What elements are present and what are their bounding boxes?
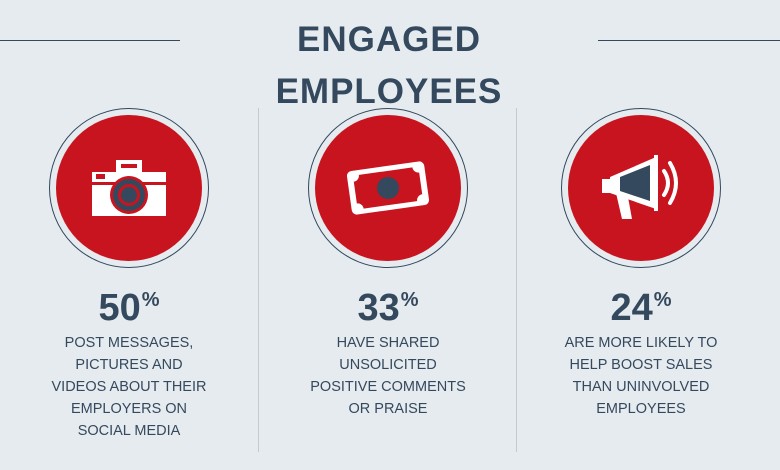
stat-value: 33% [357, 287, 419, 329]
icon-circle [308, 108, 468, 268]
stat-description: POST MESSAGES, PICTURES AND VIDEOS ABOUT… [51, 335, 207, 439]
stat-card-social-media: 50% POST MESSAGES, PICTURES AND VIDEOS A… [19, 108, 239, 442]
stat-description: ARE MORE LIKELY TO HELP BOOST SALES THAN… [564, 335, 718, 417]
stat-card-praise: 33% HAVE SHARED UNSOLICITED POSITIVE COM… [278, 108, 498, 420]
header: ENGAGED EMPLOYEES [0, 14, 780, 111]
megaphone-icon [602, 155, 678, 219]
camera-icon [92, 160, 166, 216]
icon-circle [49, 108, 209, 268]
stat-value: 50% [98, 287, 160, 329]
stat-description: HAVE SHARED UNSOLICITED POSITIVE COMMENT… [310, 335, 466, 417]
title-rule-left [0, 40, 180, 41]
icon-circle [561, 108, 721, 268]
page-title: ENGAGED EMPLOYEES [275, 20, 503, 111]
stat-card-sales: 24% ARE MORE LIKELY TO HELP BOOST SALES … [531, 108, 751, 420]
title-rule-right [598, 40, 780, 41]
column-divider [258, 108, 259, 452]
stat-value: 24% [610, 287, 672, 329]
money-bill-icon [346, 161, 430, 215]
column-divider [516, 108, 517, 452]
